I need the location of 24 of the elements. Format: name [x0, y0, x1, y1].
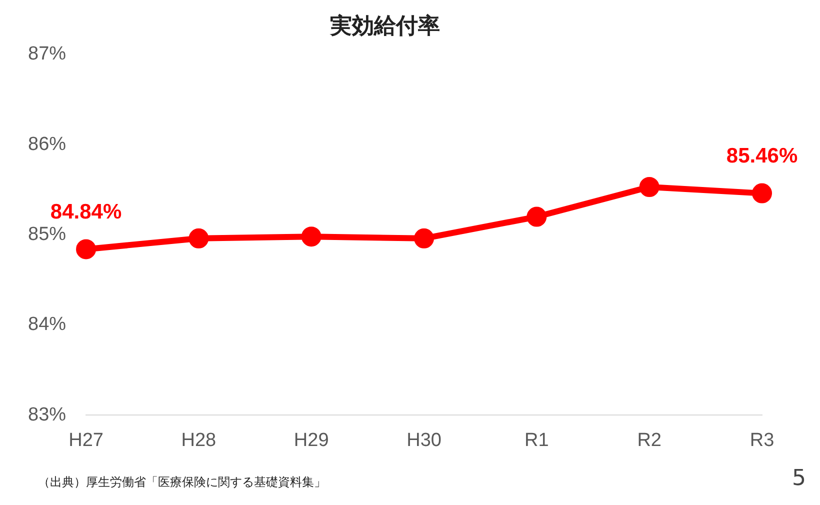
- point: [414, 228, 434, 248]
- text: 5: [792, 466, 806, 491]
- y-tick-label: 83%: [28, 404, 66, 426]
- data-label: 85.46%: [726, 144, 798, 168]
- y-tick-label: 84%: [28, 314, 66, 336]
- x-tick-label: H30: [406, 430, 442, 451]
- chart-title: 実効給付率: [329, 12, 440, 39]
- y-tick-label: 87%: [28, 44, 66, 65]
- x-tick-label: R3: [750, 430, 774, 451]
- text: （出典）厚生労働省「医療保険に関する基礎資料集」: [38, 474, 326, 491]
- point: [76, 239, 96, 260]
- x-tick-label: H29: [294, 430, 329, 451]
- point: [752, 183, 772, 204]
- data-label: 84.84%: [50, 200, 122, 224]
- x-tick-label: H27: [68, 430, 104, 451]
- y-tick-label: 86%: [28, 134, 66, 155]
- y-tick-label: 85%: [28, 224, 66, 246]
- point: [301, 226, 322, 247]
- x-tick-label: H28: [181, 430, 216, 451]
- x-tick-label: R2: [637, 430, 662, 451]
- point: [639, 176, 660, 197]
- x-tick-label: R1: [524, 430, 549, 451]
- point: [526, 206, 547, 227]
- point: [188, 228, 209, 248]
